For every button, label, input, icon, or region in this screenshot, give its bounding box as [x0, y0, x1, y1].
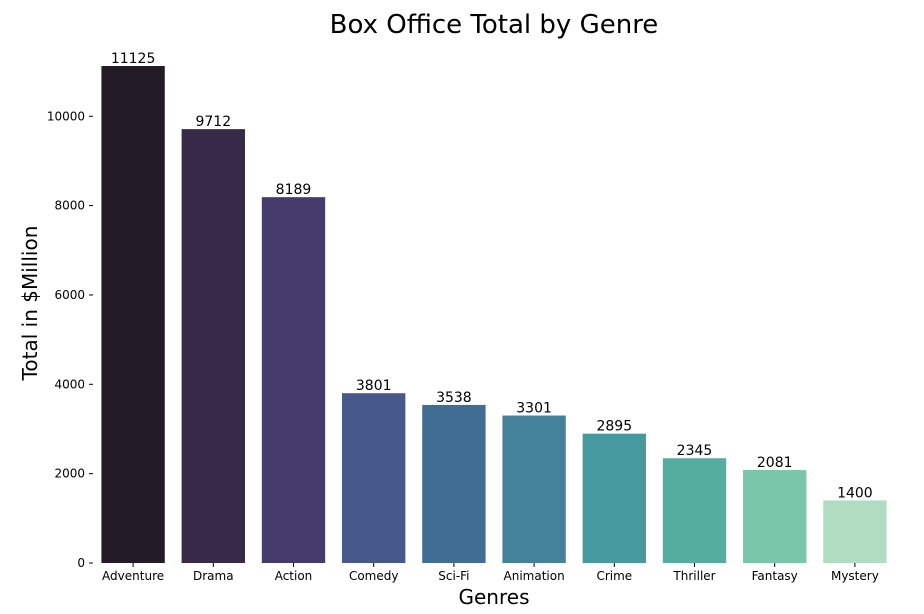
- x-tick-label-crime: Crime: [596, 569, 632, 583]
- y-tick-label: 4000: [54, 377, 85, 391]
- data-label-crime: 2895: [596, 419, 632, 435]
- x-tick-label-mystery: Mystery: [831, 569, 879, 583]
- x-axis-label: Genres: [459, 585, 530, 609]
- x-tick-label-adventure: Adventure: [102, 569, 164, 583]
- bar-adventure: [101, 66, 165, 563]
- bar-mystery: [823, 500, 887, 563]
- data-label-thriller: 2345: [677, 443, 713, 459]
- data-label-sci-fi: 3538: [436, 390, 472, 406]
- bar-animation: [502, 415, 566, 563]
- x-tick-label-action: Action: [275, 569, 313, 583]
- bar-comedy: [342, 393, 406, 563]
- y-tick-label: 2000: [54, 467, 85, 481]
- data-labels-group: 11125 9712 8189 3801 3538 3301 2895 2345 2081 140…: [111, 51, 873, 501]
- data-label-fantasy: 2081: [757, 455, 793, 471]
- x-tick-label-fantasy: Fantasy: [752, 569, 798, 583]
- x-tick-label-animation: Animation: [504, 569, 565, 583]
- bar-action: [261, 197, 326, 563]
- bar-sci-fi: [422, 404, 486, 563]
- bar-crime: [582, 433, 646, 563]
- x-tick-label-thriller: Thriller: [672, 569, 715, 583]
- y-tick-label: 0: [77, 556, 85, 570]
- data-label-animation: 3301: [516, 401, 552, 417]
- x-axis: Adventure Drama Action Comedy Sci-Fi Animatio…: [102, 563, 879, 583]
- chart-title: Box Office Total by Genre: [330, 10, 659, 40]
- data-label-mystery: 1400: [837, 485, 873, 501]
- y-tick-label: 6000: [54, 288, 85, 302]
- data-label-action: 8189: [276, 182, 312, 198]
- x-tick-label-drama: Drama: [193, 569, 234, 583]
- data-label-adventure: 11125: [111, 51, 156, 67]
- y-axis: 0 2000 4000 6000 8000 10000: [47, 109, 93, 570]
- x-tick-label-comedy: Comedy: [349, 569, 399, 583]
- y-tick-label: 10000: [47, 109, 85, 123]
- bars-group: [101, 66, 887, 563]
- bar-thriller: [662, 458, 727, 563]
- x-tick-label-sci-fi: Sci-Fi: [438, 569, 469, 583]
- bar-fantasy: [743, 470, 807, 563]
- data-label-comedy: 3801: [356, 378, 392, 394]
- bar-drama: [181, 129, 245, 563]
- y-tick-label: 8000: [54, 199, 85, 213]
- y-axis-label: Total in $Million: [18, 226, 42, 382]
- data-label-drama: 9712: [195, 114, 231, 130]
